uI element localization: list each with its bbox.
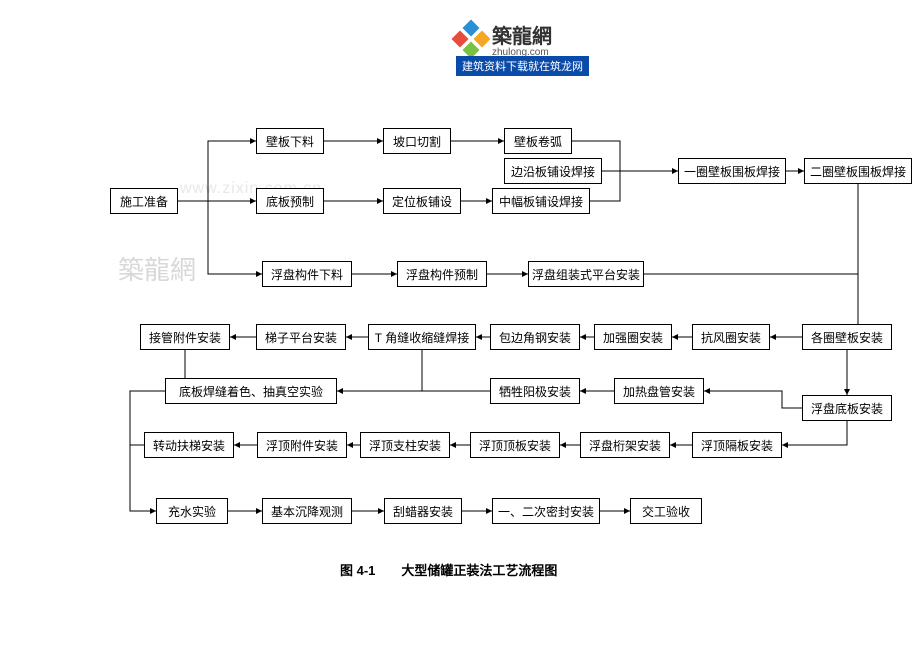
node-n_zdftaz: 转动扶梯安装 (144, 432, 234, 458)
node-n_r1weld: 一圈壁板围板焊接 (678, 158, 786, 184)
node-n_fpgjyz: 浮盘构件预制 (397, 261, 487, 287)
node-n_jqqaz: 加强圈安装 (594, 324, 672, 350)
node-n_fddbaz: 浮顶顶板安装 (470, 432, 560, 458)
node-n_fdzzaz: 浮顶支柱安装 (360, 432, 450, 458)
brand-watermark: 築龍網 (118, 250, 196, 287)
node-n_fphjaz: 浮盘桁架安装 (580, 432, 670, 458)
node-n_fdfjaz: 浮顶附件安装 (257, 432, 347, 458)
node-n_gqbbaz: 各圈壁板安装 (802, 324, 892, 350)
logo-icon (456, 24, 486, 54)
node-n_dwbps: 定位板铺设 (383, 188, 461, 214)
node-n_prep: 施工准备 (110, 188, 178, 214)
node-n_bybps: 边沿板铺设焊接 (504, 158, 602, 184)
node-n_bbjh: 壁板卷弧 (504, 128, 572, 154)
node-n_fpgjxl: 浮盘构件下料 (262, 261, 352, 287)
node-n_bbxl: 壁板下料 (256, 128, 324, 154)
logo-cn-text: 築龍網 (492, 20, 552, 49)
node-n_jgfjaz: 接管附件安装 (140, 324, 230, 350)
node-n_kfqhz: 抗风圈安装 (692, 324, 770, 350)
node-n_cssy: 充水实验 (156, 498, 228, 524)
node-n_jbcjgc: 基本沉降观测 (262, 498, 352, 524)
node-n_r2weld: 二圈壁板围板焊接 (804, 158, 912, 184)
node-n_tzptaz: 梯子平台安装 (256, 324, 346, 350)
node-n_zfbps: 中幅板铺设焊接 (492, 188, 590, 214)
node-n_jgys: 交工验收 (630, 498, 702, 524)
flowchart-canvas: www.zixin.com.cn 築龍網 築龍網 zhulong.com 建筑资… (0, 0, 920, 651)
logo-tagline: 建筑资料下载就在筑龙网 (456, 56, 589, 76)
node-n_tjfhj: T 角缝收缩缝焊接 (368, 324, 476, 350)
node-n_pkqg: 坡口切割 (383, 128, 451, 154)
node-n_fpdbaz: 浮盘底板安装 (802, 395, 892, 421)
logo: 築龍網 zhulong.com (456, 20, 552, 58)
node-n_xsyjaz: 牺牲阳极安装 (490, 378, 580, 404)
node-n_fpzspt: 浮盘组装式平台安装 (528, 261, 644, 287)
figure-caption: 图 4-1 大型储罐正装法工艺流程图 (340, 560, 557, 579)
node-n_dbhjzs: 底板焊缝着色、抽真空实验 (165, 378, 337, 404)
node-n_bbjgaz: 包边角钢安装 (490, 324, 580, 350)
node-n_ymfaz: 一、二次密封安装 (492, 498, 600, 524)
node-n_fpgbaz: 浮顶隔板安装 (692, 432, 782, 458)
node-n_glqaz: 刮蜡器安装 (384, 498, 462, 524)
node-n_dbyz: 底板预制 (256, 188, 324, 214)
node-n_jrpgaz: 加热盘管安装 (614, 378, 704, 404)
